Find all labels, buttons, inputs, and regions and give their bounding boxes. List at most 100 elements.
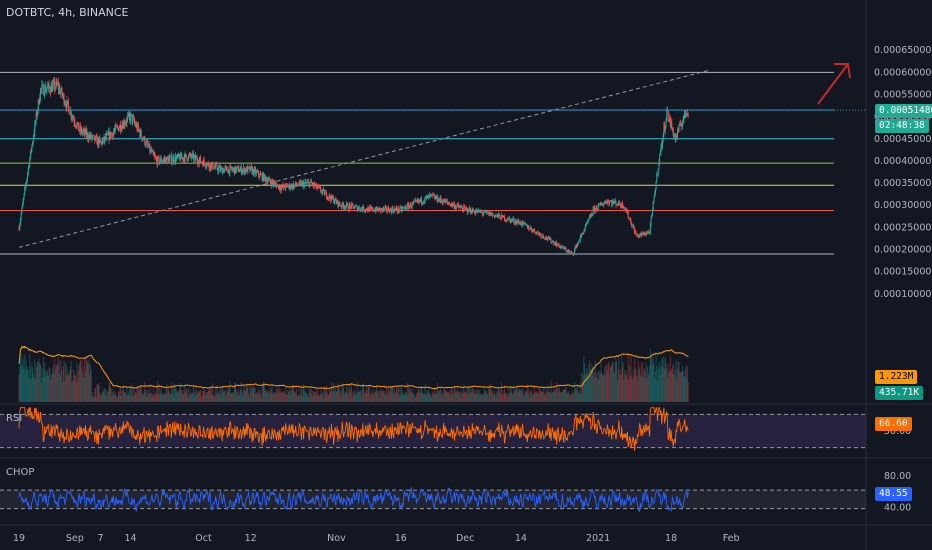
candle-body (37, 110, 39, 116)
candle-body (541, 234, 543, 237)
candle-body (672, 129, 674, 136)
candle-body (428, 194, 430, 196)
volume-bar (524, 395, 526, 402)
candle-body (267, 180, 269, 183)
candle-body (342, 202, 344, 206)
candle-body (225, 167, 227, 168)
volume-bar (142, 394, 144, 402)
volume-bar (215, 393, 217, 402)
candle-body (248, 166, 250, 168)
candle-body (311, 182, 313, 184)
candle-body (684, 110, 686, 115)
candle-body (360, 207, 362, 211)
candle-body (110, 133, 112, 138)
candle-body (624, 207, 626, 210)
volume-bar (245, 385, 247, 402)
candle-body (424, 196, 426, 202)
candle-body (176, 155, 178, 158)
candle-body (133, 118, 135, 123)
candle-body (649, 224, 651, 234)
volume-bar (407, 395, 409, 402)
candle-body (631, 224, 633, 227)
volume-bar (637, 361, 639, 402)
candle-body (451, 202, 453, 205)
candle-body (498, 213, 500, 217)
candle-body (389, 208, 391, 213)
volume-bar (166, 383, 168, 402)
candle-body (556, 242, 558, 247)
candle-body (348, 208, 350, 210)
volume-bar (514, 389, 516, 402)
candle-body (51, 84, 53, 92)
candle-body (177, 155, 179, 157)
volume-bar (68, 373, 70, 402)
candle-body (45, 90, 47, 92)
candle-body (272, 180, 274, 183)
volume-bar (268, 393, 270, 402)
volume-bar (218, 395, 220, 402)
candle-body (228, 169, 230, 174)
candle-body (102, 140, 104, 145)
volume-bar (291, 387, 293, 402)
volume-bar (153, 393, 155, 402)
volume-bar (521, 391, 523, 402)
candle-body (66, 100, 68, 108)
candle-body (169, 156, 171, 159)
candle-body (508, 218, 510, 220)
candle-body (628, 217, 630, 219)
candle-body (171, 160, 173, 163)
candle-body (438, 198, 440, 202)
candle-body (53, 81, 55, 83)
volume-bar (659, 366, 661, 402)
candle-body (279, 186, 281, 190)
candle-body (481, 211, 483, 213)
candle-body (125, 122, 127, 124)
volume-bar (255, 392, 257, 402)
candle-body (581, 233, 583, 236)
candle-body (198, 159, 200, 164)
candle-body (633, 226, 635, 229)
volume-bar (180, 383, 182, 402)
volume-bar (73, 376, 75, 402)
volume-bar (374, 391, 376, 402)
volume-bar (479, 393, 481, 402)
volume-bar (115, 396, 117, 402)
candle-body (271, 180, 273, 186)
candle-body (95, 136, 97, 141)
candle-body (352, 204, 354, 207)
candle-body (673, 135, 675, 136)
candle-body (334, 198, 336, 203)
candle-body (212, 162, 214, 169)
candle-body (601, 203, 603, 206)
candle-body (130, 113, 132, 115)
volume-bar (598, 379, 600, 402)
candle-body (57, 83, 59, 85)
volume-bar (380, 390, 382, 402)
volume-bar (140, 385, 142, 402)
candle-body (27, 172, 29, 179)
volume-bar (614, 373, 616, 402)
candle-body (408, 206, 410, 209)
candle-body (33, 133, 35, 138)
volume-bar (185, 389, 187, 402)
candle-body (529, 229, 531, 230)
candle-body (641, 232, 643, 236)
candle-body (250, 166, 252, 168)
candle-body (144, 136, 146, 145)
candle-body (397, 207, 399, 212)
volume-bar (406, 383, 408, 402)
candle-body (565, 248, 567, 252)
volume-bar (199, 390, 201, 402)
candle-body (62, 94, 64, 96)
volume-bar (220, 394, 222, 402)
candle-body (52, 82, 54, 85)
volume-bar (198, 391, 200, 402)
candle-body (461, 207, 463, 210)
volume-bar (127, 391, 129, 402)
volume-bar (674, 369, 676, 402)
candle-body (227, 169, 229, 173)
candle-body (349, 204, 351, 206)
volume-bar (596, 372, 598, 402)
candle-body (570, 252, 572, 253)
